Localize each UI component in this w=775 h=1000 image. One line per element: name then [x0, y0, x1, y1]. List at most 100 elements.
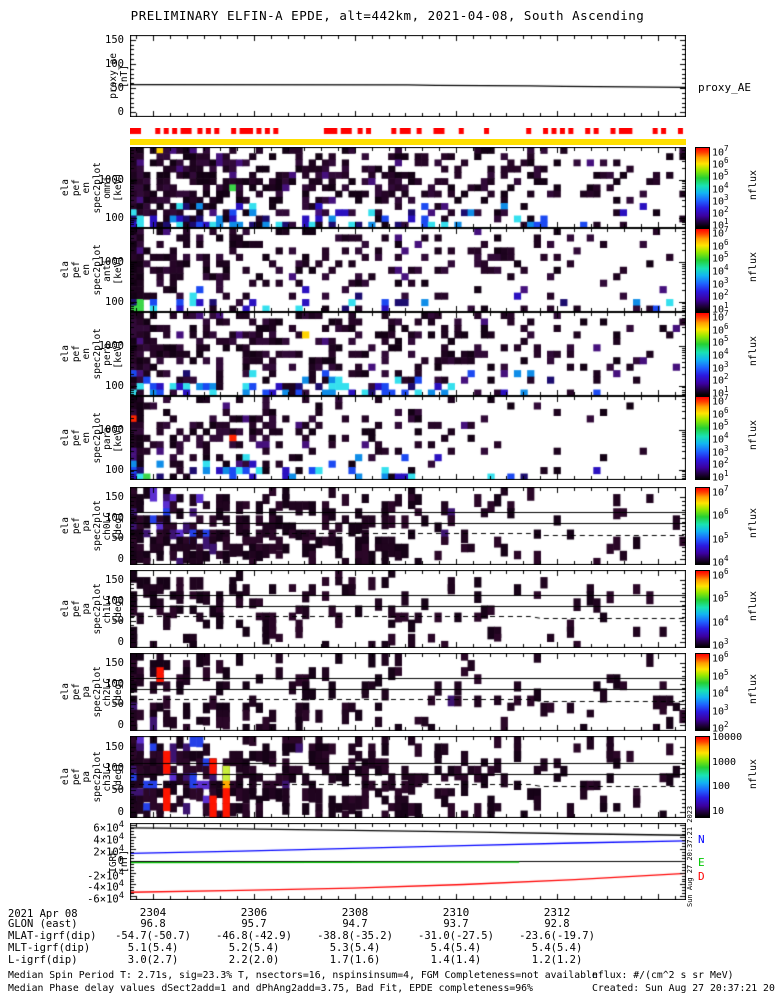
colorbar-tick-label: 106: [712, 156, 729, 171]
panel-pa_ch0LC-canvas: [130, 487, 686, 565]
colorbar-tick-label: 107: [712, 144, 729, 159]
y-tick-label: 0: [117, 106, 124, 119]
right-label-E: E: [698, 855, 705, 869]
y-tick-label: 100: [105, 212, 124, 225]
date-label: 2021 Apr 08: [8, 908, 78, 920]
y-tick-label: 4×104: [93, 831, 124, 847]
panel-pa_ch3LC-canvas: [130, 736, 686, 818]
colorbar-tick-label: 105: [712, 667, 729, 682]
y-tick-label: 150: [105, 33, 124, 46]
ephemeris-value: 1.2(1.2): [531, 954, 583, 966]
ephemeris-value: -23.6(-19.7): [519, 930, 595, 942]
y-tick-label: 50: [111, 532, 124, 545]
colorbar-tick-label: 106: [712, 237, 729, 252]
ephemeris-value: -31.0(-27.5): [418, 930, 494, 942]
panel-proxy_ae-canvas: [130, 35, 686, 117]
ylabel-line: ela: [60, 683, 71, 701]
time-tick-label: 2304: [139, 906, 167, 919]
colorbar-tick-label: 107: [712, 225, 729, 240]
y-tick-label: 100: [105, 762, 124, 775]
ylabel-line: ela: [60, 600, 71, 618]
colorbar: [695, 653, 710, 731]
colorbar-tick-label: 103: [712, 359, 729, 374]
quality-flag-row: [130, 128, 686, 135]
colorbar-tick-label: 103: [712, 275, 729, 290]
colorbar: [695, 570, 710, 648]
y-tick-label: 50: [111, 698, 124, 711]
panel-en_perp-canvas: [130, 312, 686, 396]
colorbar-tick-label: 1000: [712, 756, 737, 768]
colorbar-tick-label: 10: [712, 806, 725, 817]
ephemeris-value: -46.8(-42.9): [216, 930, 292, 942]
colorbar-axis-label: nflux: [748, 759, 759, 790]
colorbar-tick-label: 104: [712, 685, 729, 700]
time-tick-label: 2306: [240, 906, 268, 919]
colorbar-tick-label: 101: [712, 385, 729, 400]
ephemeris-value: 93.7: [443, 918, 469, 930]
colorbar-tick-label: 105: [712, 590, 729, 605]
y-tick-label: -6×104: [87, 891, 124, 906]
colorbar-tick-label: 106: [712, 567, 729, 582]
colorbar-tick-label: 105: [712, 418, 729, 433]
colorbar-tick-label: 102: [712, 204, 729, 220]
colorbar-tick-label: 106: [712, 650, 729, 665]
ephemeris-row-label: L-igrf(dip): [8, 954, 78, 966]
ephemeris-value: 3.0(2.7): [127, 954, 179, 966]
panel-en_omni-canvas: [130, 147, 686, 228]
panel-proxy_ae-ylabel: proxy_ae [nT]: [46, 35, 130, 117]
colorbar-axis-label: nflux: [748, 252, 759, 283]
time-tick-label: 2312: [543, 906, 571, 919]
y-tick-label: 150: [105, 657, 124, 670]
time-tick-label: 2308: [341, 906, 369, 919]
y-tick-label: 100: [105, 295, 124, 308]
colorbar-tick-label: 107: [712, 309, 729, 324]
ephemeris-row-label: GLON (east): [8, 918, 78, 930]
colorbar-tick-label: 105: [712, 530, 729, 545]
ylabel-line: ela: [60, 345, 71, 363]
ylabel-line: ela: [60, 429, 71, 447]
y-tick-label: 1000: [98, 423, 124, 436]
colorbar-tick-label: 102: [712, 720, 729, 735]
colorbar-tick-label: 104: [712, 180, 729, 195]
colorbar-axis-label: nflux: [748, 508, 759, 539]
ephemeris-value: -54.7(-50.7): [115, 930, 191, 942]
colorbar-tick-label: 101: [712, 217, 729, 232]
y-tick-label: 0: [117, 635, 124, 648]
y-tick-label: -4×104: [87, 879, 124, 894]
colorbar: [695, 736, 710, 818]
ephemeris-value: 5.4(5.4): [531, 942, 583, 954]
ephemeris-value: 5.2(5.4): [228, 942, 280, 954]
ephemeris-value: 1.4(1.4): [430, 954, 482, 966]
y-tick-label: 6×104: [93, 819, 124, 835]
ephemeris-row-label: MLAT-igrf(dip): [8, 930, 97, 942]
footer-nflux-units: nflux: #/(cm^2 s sr MeV): [592, 970, 734, 981]
y-tick-label: 150: [105, 740, 124, 753]
y-tick-label: 100: [105, 463, 124, 476]
y-tick-label: 50: [111, 82, 124, 95]
colorbar-axis-label: nflux: [748, 336, 759, 367]
page-title: PRELIMINARY ELFIN-A EPDE, alt=442km, 202…: [130, 8, 645, 23]
y-tick-label: 100: [105, 677, 124, 690]
ephemeris-value: 1.7(1.6): [329, 954, 381, 966]
colorbar-tick-label: 101: [712, 469, 729, 484]
colorbar-tick-label: 104: [712, 554, 729, 569]
panel-en_anti-canvas: [130, 228, 686, 312]
colorbar-tick-label: 103: [712, 702, 729, 717]
colorbar-tick-label: 100: [712, 781, 731, 793]
colorbar-tick-label: 102: [712, 456, 729, 471]
y-tick-label: 0: [117, 718, 124, 731]
colorbar-axis-label: nflux: [748, 591, 759, 622]
ephemeris-row-label: MLT-igrf(dip): [8, 942, 91, 954]
y-tick-label: 100: [105, 594, 124, 607]
ephemeris-value: 5.3(5.4): [329, 942, 381, 954]
colorbar-tick-label: 102: [712, 288, 729, 303]
colorbar: [695, 396, 710, 480]
footer-created: Created: Sun Aug 27 20:37:21 2023: [592, 983, 775, 994]
colorbar-axis-label: nflux: [748, 420, 759, 451]
ephemeris-value: 5.1(5.4): [127, 942, 179, 954]
y-tick-label: 150: [105, 574, 124, 587]
right-label-proxy_AE: proxy_AE: [698, 80, 751, 94]
y-tick-label: 100: [105, 511, 124, 524]
y-tick-label: 100: [105, 379, 124, 392]
